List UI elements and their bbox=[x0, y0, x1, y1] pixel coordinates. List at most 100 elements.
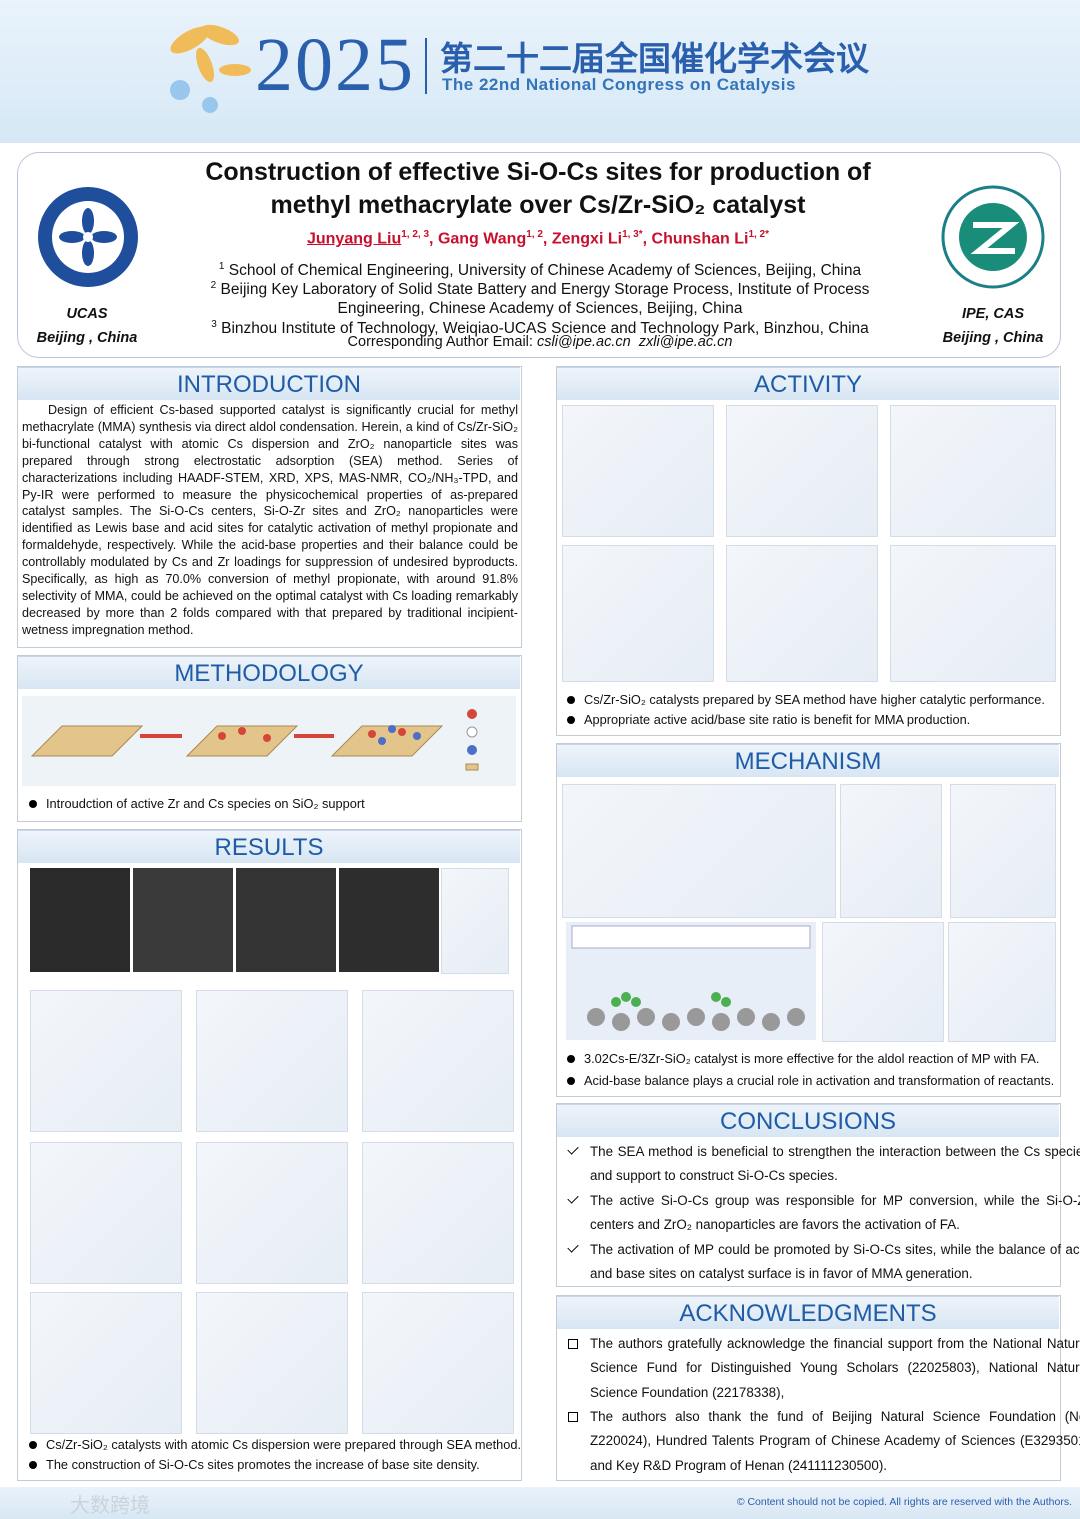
ucas-logo bbox=[38, 187, 138, 287]
aff-num: 1 bbox=[218, 261, 225, 272]
separator bbox=[425, 38, 427, 94]
logo-caption: Beijing , China bbox=[942, 330, 1044, 346]
ir-figure bbox=[562, 784, 836, 918]
aff-text: School of Chemical Engineering, Universi… bbox=[228, 262, 862, 280]
email-address: zxli@ipe.ac.cn bbox=[638, 334, 733, 350]
ack-text: The authors also thank the fund of Beiji… bbox=[590, 1409, 1080, 1473]
section-heading: MECHANISM bbox=[557, 744, 1059, 777]
xrd-figure bbox=[30, 990, 182, 1132]
section-heading: INTRODUCTION bbox=[18, 367, 520, 400]
section-box bbox=[17, 366, 522, 648]
watermark: 大数跨境 bbox=[70, 1493, 150, 1517]
bullet: Cs/Zr-SiO₂ catalysts with atomic Cs disp… bbox=[22, 1436, 540, 1454]
activity-figure bbox=[562, 405, 714, 537]
conclusion-item: The activation of MP could be promoted b… bbox=[556, 1238, 1080, 1287]
separator: , bbox=[642, 230, 648, 248]
activity-figure bbox=[726, 405, 878, 537]
authors: Junyang Liu1, 2, 3, Gang Wang1, 2, Zengx… bbox=[150, 229, 926, 248]
kinetics-figure bbox=[948, 922, 1056, 1042]
conclusion-item: The SEA method is beneficial to strength… bbox=[556, 1140, 1080, 1189]
xps-figure bbox=[196, 1142, 348, 1284]
square-icon bbox=[568, 1412, 578, 1422]
tpd-figure bbox=[196, 1292, 348, 1434]
separator: , bbox=[429, 230, 434, 248]
stem-image bbox=[236, 868, 336, 972]
ir-figure bbox=[950, 784, 1056, 918]
author: Junyang Liu bbox=[306, 230, 402, 248]
pyir-figure bbox=[362, 1292, 514, 1434]
ack-item: The authors also thank the fund of Beiji… bbox=[556, 1405, 1080, 1478]
email: Corresponding Author Email: csli@ipe.ac.… bbox=[180, 334, 900, 350]
aff-num: 2 bbox=[210, 280, 217, 291]
section-heading: CONCLUSIONS bbox=[557, 1104, 1059, 1137]
footer bbox=[0, 1487, 1080, 1519]
conclusion-text: The activation of MP could be promoted b… bbox=[590, 1242, 1080, 1282]
check-icon bbox=[567, 1143, 579, 1155]
poster-title: Construction of effective Si-O-Cs sites … bbox=[205, 158, 871, 186]
separator: , bbox=[542, 230, 548, 248]
logo-caption: UCAS bbox=[66, 306, 108, 322]
check-icon bbox=[567, 1241, 579, 1253]
stem-image bbox=[133, 868, 233, 972]
conclusion-item: The active Si-O-Cs group was responsible… bbox=[556, 1189, 1080, 1238]
section-heading: ACKNOWLEDGMENTS bbox=[557, 1296, 1059, 1329]
square-icon bbox=[568, 1339, 578, 1349]
nmr-figure bbox=[362, 990, 514, 1132]
aff-num: 3 bbox=[211, 319, 217, 330]
conclusion-text: The SEA method is beneficial to strength… bbox=[590, 1144, 1080, 1184]
activity-figure bbox=[890, 545, 1056, 682]
affiliation: 2 Beijing Key Laboratory of Solid State … bbox=[180, 276, 900, 318]
congress-title-cn: 第二十二届全国催化学术会议 bbox=[440, 39, 869, 78]
kinetics-figure bbox=[822, 922, 944, 1042]
ack-text: The authors gratefully acknowledge the f… bbox=[590, 1336, 1080, 1400]
ipe-logo bbox=[941, 185, 1045, 289]
bullet: Appropriate active acid/base site ratio … bbox=[560, 711, 1078, 729]
methodology-figure bbox=[22, 696, 516, 786]
author: Zengxi Li bbox=[551, 230, 623, 248]
bullet: 3.02Cs-E/3Zr-SiO₂ catalyst is more effec… bbox=[560, 1050, 1078, 1068]
stem-image bbox=[30, 868, 130, 972]
section-heading: METHODOLOGY bbox=[18, 656, 520, 689]
activity-figure bbox=[726, 545, 878, 682]
section-heading: RESULTS bbox=[18, 830, 520, 863]
affiliation: 3 Binzhou Institute of Technology, Weiqi… bbox=[180, 315, 900, 338]
bullet: Introudction of active Zr and Cs species… bbox=[22, 795, 536, 813]
title-box bbox=[17, 152, 1061, 358]
email-address: csli@ipe.ac.cn bbox=[536, 334, 631, 350]
poster-title: methyl methacrylate over Cs/Zr-SiO₂ cata… bbox=[270, 191, 806, 219]
banner-flower bbox=[170, 24, 251, 113]
ack-item: The authors gratefully acknowledge the f… bbox=[556, 1332, 1080, 1405]
email-label: Corresponding Author Email: bbox=[347, 334, 533, 350]
ir-figure bbox=[196, 990, 348, 1132]
bullet: Acid-base balance plays a crucial role i… bbox=[560, 1072, 1078, 1090]
check-icon bbox=[567, 1192, 579, 1204]
section-heading: ACTIVITY bbox=[557, 367, 1059, 400]
author-sup: 1, 2, 3 bbox=[401, 229, 430, 240]
bullet: The construction of Si-O-Cs sites promot… bbox=[22, 1456, 540, 1474]
conclusion-text: The active Si-O-Cs group was responsible… bbox=[590, 1193, 1080, 1233]
activity-figure bbox=[890, 405, 1056, 537]
banner bbox=[0, 0, 1080, 143]
author-sup: 1, 2* bbox=[748, 229, 770, 240]
aff-text: Binzhou Institute of Technology, Weiqiao… bbox=[221, 320, 869, 338]
tpd-figure bbox=[30, 1292, 182, 1434]
logo-caption: Beijing , China bbox=[36, 330, 138, 346]
congress-year: 2025 bbox=[255, 23, 415, 107]
author: Chunshan Li bbox=[651, 230, 749, 248]
logo-caption: IPE, CAS bbox=[961, 306, 1025, 322]
author-sup: 1, 2 bbox=[526, 229, 543, 240]
activity-figure bbox=[562, 545, 714, 682]
nmr-figure bbox=[30, 1142, 182, 1284]
copyright: © Content should not be copied. All righ… bbox=[736, 1496, 1072, 1508]
author: Gang Wang bbox=[437, 230, 527, 248]
mechanism-scheme bbox=[566, 922, 816, 1040]
author-sup: 1, 3* bbox=[622, 229, 643, 240]
bullet: Cs/Zr-SiO₂ catalysts prepared by SEA met… bbox=[560, 691, 1078, 709]
stem-image bbox=[339, 868, 439, 972]
xps-figure bbox=[362, 1142, 514, 1284]
aff-text: Beijing Key Laboratory of Solid State Ba… bbox=[220, 281, 870, 318]
congress-title-en: The 22nd National Congress on Catalysis bbox=[442, 75, 796, 94]
intro-text: Design of efficient Cs-based supported c… bbox=[22, 403, 518, 637]
